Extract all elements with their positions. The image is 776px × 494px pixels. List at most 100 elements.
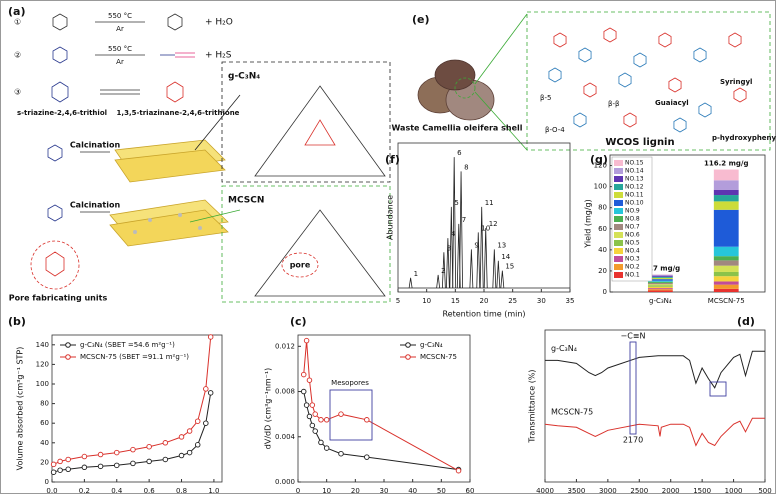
legend-label: MCSCN-75 (SBET =91.1 m²g⁻¹) bbox=[80, 353, 189, 361]
legend-label: g-C₃N₄ bbox=[420, 341, 443, 349]
molecule bbox=[51, 81, 69, 103]
data-point bbox=[306, 377, 313, 383]
legend-label: NO.1 bbox=[625, 272, 640, 279]
pore-label: pore bbox=[290, 261, 311, 270]
connector bbox=[474, 13, 528, 85]
y-tick-label: 0 bbox=[603, 288, 607, 296]
lignin-ring bbox=[658, 32, 672, 48]
legend-swatch bbox=[614, 200, 623, 206]
legend-marker bbox=[405, 342, 411, 348]
data-point bbox=[309, 422, 316, 429]
x-tick-label: 30 bbox=[380, 487, 389, 494]
y-tick-label: 120 bbox=[594, 162, 607, 170]
lignin-ring bbox=[668, 77, 682, 93]
data-point bbox=[146, 443, 152, 450]
lignin-ring bbox=[693, 47, 707, 63]
legend-marker bbox=[65, 342, 71, 348]
x-tick-label: 20 bbox=[351, 487, 360, 494]
legend-label: NO.13 bbox=[625, 176, 644, 183]
data-point bbox=[300, 371, 307, 378]
data-point bbox=[312, 428, 318, 434]
peak-label: 13 bbox=[497, 241, 506, 249]
connector bbox=[474, 91, 528, 151]
y-tick-label: 140 bbox=[36, 341, 49, 349]
data-point bbox=[338, 450, 344, 457]
bar-segment bbox=[713, 276, 739, 282]
panel-label: (d) bbox=[737, 315, 755, 328]
data-point bbox=[323, 417, 330, 423]
bar-segment bbox=[713, 256, 739, 261]
bar-segment bbox=[647, 280, 673, 282]
series-line bbox=[545, 350, 765, 389]
x-tick-label: 2500 bbox=[630, 487, 648, 494]
panel-label: (c) bbox=[290, 315, 307, 328]
data-point bbox=[130, 460, 136, 467]
bar-segment bbox=[647, 289, 673, 291]
y-tick-label: 40 bbox=[40, 439, 49, 447]
process-label: Calcination bbox=[70, 141, 121, 150]
data-point bbox=[65, 456, 71, 463]
pore-dot bbox=[148, 218, 152, 222]
x-tick-label: 20 bbox=[480, 297, 489, 305]
legend-label: NO.11 bbox=[625, 192, 644, 199]
bar-segment bbox=[647, 275, 673, 277]
total-label: 116.2 mg/g bbox=[704, 160, 748, 168]
bar-segment bbox=[647, 282, 673, 285]
peak bbox=[441, 252, 446, 289]
x-tick-label: 0 bbox=[296, 487, 300, 494]
data-point bbox=[162, 456, 169, 463]
legend-label: NO.14 bbox=[625, 168, 644, 175]
peak-label: 7 bbox=[462, 216, 466, 224]
condition: Ar bbox=[116, 58, 124, 66]
peak bbox=[449, 206, 454, 289]
peak-label: 11 bbox=[485, 199, 494, 207]
linkage-label: β-β bbox=[608, 100, 619, 108]
step-number: ① bbox=[14, 18, 21, 27]
x-tick-label: 10 bbox=[322, 487, 331, 494]
unit-label: Guaiacyl bbox=[655, 99, 689, 107]
data-point bbox=[303, 402, 310, 408]
data-point bbox=[303, 337, 310, 344]
unit-label: p-hydroxyphenyl bbox=[712, 134, 776, 142]
data-point bbox=[203, 420, 209, 426]
bar-segment bbox=[713, 260, 739, 266]
peak-label: 1 bbox=[414, 270, 418, 278]
legend-label: NO.8 bbox=[625, 216, 640, 223]
data-point bbox=[50, 461, 57, 468]
x-tick-label: 1500 bbox=[693, 487, 711, 494]
y-tick-label: 40 bbox=[598, 246, 607, 254]
y-tick-label: 0 bbox=[45, 478, 49, 486]
series-label: MCSCN-75 bbox=[551, 408, 593, 417]
condition: 550 °C bbox=[108, 45, 132, 53]
legend-label: NO.7 bbox=[625, 224, 640, 231]
data-point bbox=[318, 439, 324, 446]
bar-segment bbox=[713, 246, 739, 257]
x-tick-label: 3500 bbox=[568, 487, 586, 494]
y-axis-label: Transmittance (%) bbox=[528, 369, 537, 443]
annotation: −C≡N bbox=[621, 332, 646, 341]
data-point bbox=[178, 452, 185, 459]
bar-segment bbox=[713, 284, 739, 289]
series-line bbox=[544, 417, 765, 447]
peak bbox=[479, 206, 484, 289]
peak-label: 12 bbox=[489, 220, 498, 228]
peak bbox=[500, 270, 505, 289]
framework-label: g-C₃N₄ bbox=[228, 72, 260, 82]
data-point bbox=[81, 453, 88, 460]
bar-segment bbox=[713, 201, 739, 210]
annotation: 2170 bbox=[623, 436, 643, 445]
peak bbox=[452, 157, 457, 289]
x-tick-label: 35 bbox=[566, 297, 575, 305]
peak-label: 8 bbox=[464, 163, 468, 171]
y-axis-label: Abundance bbox=[386, 195, 395, 240]
sheet bbox=[114, 149, 226, 183]
data-point bbox=[194, 418, 201, 424]
x-tick-label: 60 bbox=[466, 487, 475, 494]
data-point bbox=[455, 467, 462, 474]
peak bbox=[496, 260, 501, 289]
legend-label: MCSCN-75 bbox=[420, 353, 457, 361]
bar-segment bbox=[647, 279, 673, 281]
data-point bbox=[207, 390, 214, 396]
linkage-label: β-5 bbox=[540, 94, 551, 102]
